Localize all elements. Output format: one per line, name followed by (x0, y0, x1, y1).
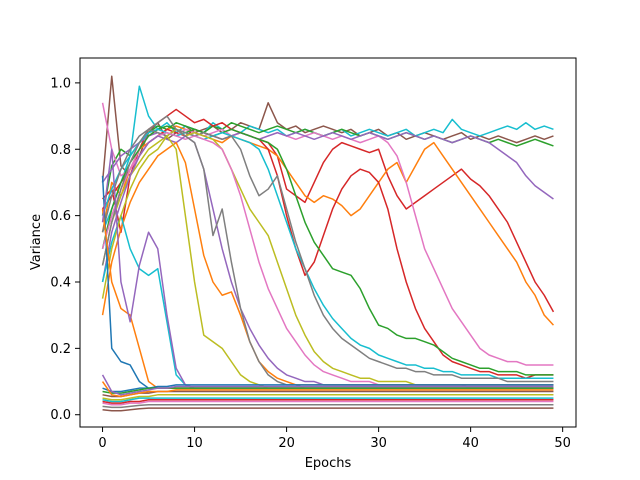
x-tick-label: 50 (554, 436, 571, 451)
series-line-24 (102, 390, 554, 398)
series-line-29 (102, 407, 554, 412)
x-tick-label: 0 (98, 436, 106, 451)
y-tick-label: 0.0 (50, 408, 71, 423)
series-line-5 (101, 125, 555, 326)
series-line-30 (102, 404, 554, 409)
y-tick-label: 1.0 (50, 76, 71, 91)
series-line-23 (102, 387, 554, 394)
plot-frame (79, 57, 577, 428)
y-tick-label: 0.6 (50, 209, 71, 224)
series-line-25 (102, 394, 554, 401)
series-line-4 (101, 108, 555, 313)
x-axis: 0 10 20 30 40 50 (98, 427, 571, 451)
x-axis-label: Epochs (305, 456, 352, 471)
series-line-28 (102, 400, 554, 406)
x-tick-label: 20 (278, 436, 295, 451)
y-tick-label: 0.4 (50, 275, 71, 290)
y-axis: 0.0 0.2 0.4 0.6 0.8 1.0 (50, 76, 80, 423)
series-layer (101, 75, 555, 412)
x-tick-label: 40 (462, 436, 479, 451)
y-tick-label: 0.8 (50, 143, 71, 158)
series-line-6 (101, 128, 554, 379)
x-tick-label: 10 (186, 436, 203, 451)
series-line-10 (101, 128, 554, 379)
series-line-26 (102, 397, 554, 403)
x-tick-label: 30 (370, 436, 387, 451)
series-line-27 (102, 399, 554, 404)
series-line-22 (102, 384, 554, 393)
y-axis-label: Variance (29, 214, 44, 270)
series-line-32 (101, 374, 554, 396)
y-tick-label: 0.2 (50, 342, 71, 357)
series-line-31 (101, 381, 554, 398)
